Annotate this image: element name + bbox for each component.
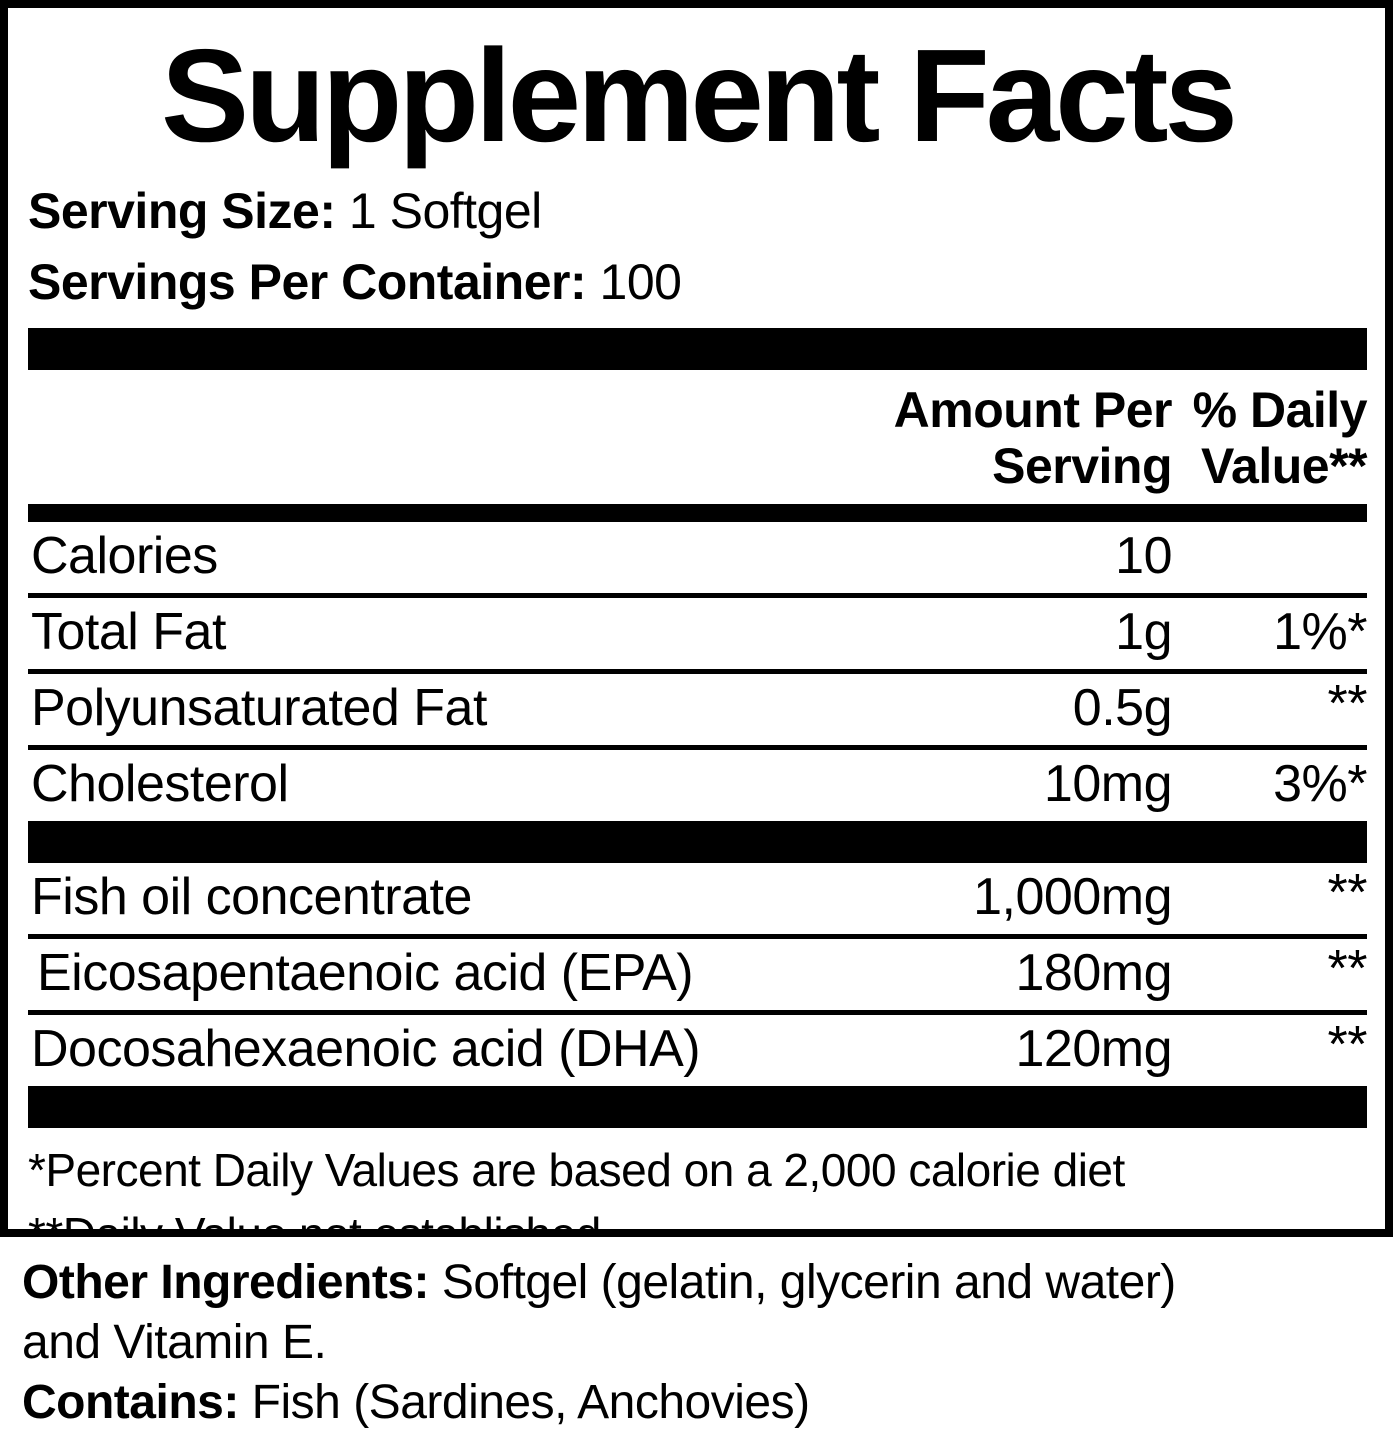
amount-header-line1: Amount Per — [893, 382, 1173, 438]
nutrient-name: Calories — [31, 527, 218, 585]
supplement-row-fish-oil: Fish oil concentrate 1,000mg ** — [28, 863, 1368, 939]
other-ingredients-value-cont: and Vitamin E. — [22, 1316, 327, 1369]
contains-label: Contains: — [22, 1376, 239, 1429]
divider-bar-top — [28, 328, 1367, 370]
nutrient-dv: ** — [1327, 1016, 1368, 1074]
divider-bar-header — [28, 504, 1367, 522]
other-ingredients-line: Other Ingredients: Softgel (gelatin, gly… — [22, 1253, 1373, 1313]
footnotes: *Percent Daily Values are based on a 2,0… — [28, 1128, 1367, 1237]
servings-per-container-line: Servings Per Container: 100 — [28, 247, 1367, 318]
serving-size-value: 1 Softgel — [348, 183, 542, 239]
amount-per-serving-header: Amount Per Serving — [842, 382, 1173, 494]
nutrient-dv: ** — [1327, 940, 1368, 998]
contains-value: Fish (Sardines, Anchovies) — [251, 1376, 810, 1429]
nutrient-amount: 120mg — [1015, 1020, 1173, 1078]
column-header-row: Amount Per Serving % Daily Value** — [28, 370, 1368, 504]
nutrient-row-cholesterol: Cholesterol 10mg 3%* — [28, 750, 1368, 821]
daily-header-line1: % Daily — [1192, 382, 1368, 438]
page-title: Supplement Facts — [161, 22, 1238, 169]
nutrient-dv: 1%* — [1273, 603, 1367, 661]
nutrient-name: Total Fat — [31, 603, 226, 661]
amount-header-line2: Serving — [992, 438, 1172, 494]
other-ingredients-continuation: and Vitamin E. — [22, 1313, 1373, 1373]
servings-per-container-label: Servings Per Container: — [28, 254, 587, 310]
nutrient-amount: 10mg — [1043, 755, 1173, 813]
nutrient-name: Polyunsaturated Fat — [31, 679, 487, 737]
nutrient-amount: 1,000mg — [973, 868, 1172, 926]
nutrient-name: Docosahexaenoic acid (DHA) — [31, 1020, 701, 1078]
nutrient-amount: 10 — [1115, 527, 1172, 585]
servings-per-container-value: 100 — [599, 254, 682, 310]
nutrient-amount: 1g — [1115, 603, 1172, 661]
daily-header-line2: Value** — [1200, 438, 1368, 494]
nutrient-name: Eicosapentaenoic acid (EPA) — [37, 944, 694, 1002]
contains-line: Contains: Fish (Sardines, Anchovies) — [22, 1373, 1373, 1433]
percent-daily-value-header: % Daily Value** — [1172, 382, 1368, 494]
nutrient-amount: 180mg — [1015, 944, 1173, 1002]
nutrient-row-polyunsaturated-fat: Polyunsaturated Fat 0.5g ** — [28, 674, 1368, 750]
additional-info: Other Ingredients: Softgel (gelatin, gly… — [0, 1237, 1393, 1433]
divider-bar-middle — [28, 821, 1367, 863]
footnote-daily-value-not-established: **Daily Value not established. — [28, 1208, 614, 1237]
nutrient-name: Cholesterol — [31, 755, 289, 813]
nutrient-dv: ** — [1327, 675, 1368, 733]
other-ingredients-label: Other Ingredients: — [22, 1256, 430, 1309]
footnote-percent-daily-values: *Percent Daily Values are based on a 2,0… — [28, 1144, 1125, 1196]
nutrient-row-total-fat: Total Fat 1g 1%* — [28, 598, 1368, 674]
other-ingredients-value: Softgel (gelatin, glycerin and water) — [441, 1256, 1176, 1309]
divider-bar-bottom — [28, 1086, 1367, 1128]
nutrient-row-calories: Calories 10 — [28, 522, 1367, 598]
nutrient-amount: 0.5g — [1072, 679, 1173, 737]
nutrient-name: Fish oil concentrate — [31, 868, 472, 926]
nutrient-dv: ** — [1327, 864, 1368, 922]
serving-size-label: Serving Size: — [28, 183, 336, 239]
serving-size-line: Serving Size: 1 Softgel — [28, 176, 1367, 247]
supplement-row-epa: Eicosapentaenoic acid (EPA) 180mg ** — [28, 939, 1368, 1015]
supplement-row-dha: Docosahexaenoic acid (DHA) 120mg ** — [28, 1015, 1368, 1086]
serving-info: Serving Size: 1 Softgel Servings Per Con… — [28, 176, 1367, 318]
nutrient-dv: 3%* — [1273, 755, 1367, 813]
label-box: Supplement Facts Serving Size: 1 Softgel… — [0, 0, 1393, 1237]
